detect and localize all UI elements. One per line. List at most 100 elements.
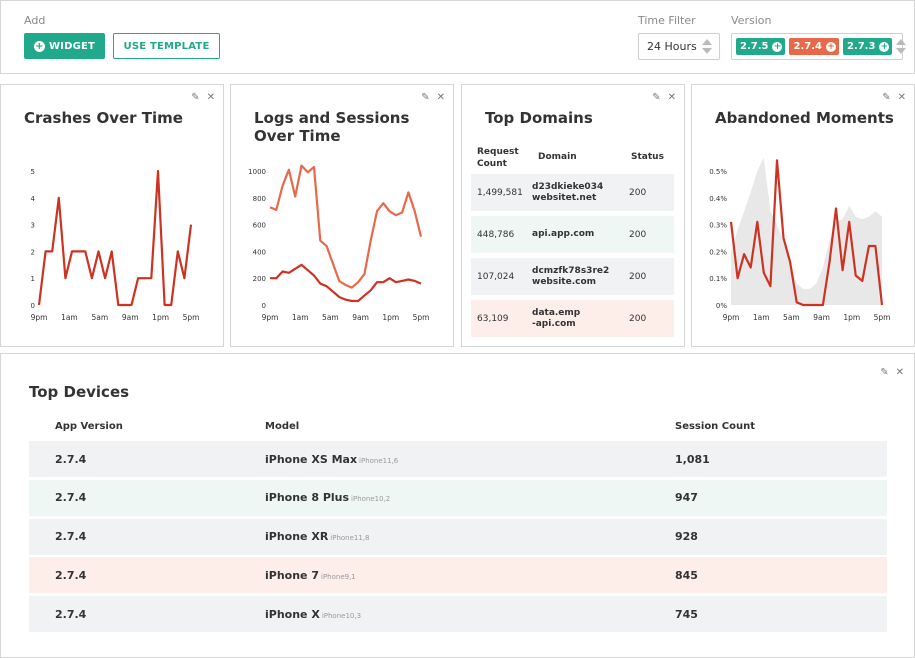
abandoned-moments-chart: 0% 0.1% 0.2% 0.3% 0.4% 0.5% 9pm 1am 5am 9am 1pm 5pm: [709, 157, 891, 322]
device-model: iPhone 7 iPhone9,1: [265, 569, 356, 582]
model-identifier: iPhone10,2: [351, 495, 391, 504]
table-row[interactable]: 107,024 dcmzfk78s3re2 website.com 200: [471, 258, 674, 295]
pencil-icon[interactable]: ✎: [421, 92, 430, 103]
x-tick-label: 1pm: [152, 313, 169, 322]
pencil-icon[interactable]: ✎: [191, 92, 200, 103]
close-icon[interactable]: ✕: [667, 92, 676, 103]
x-tick-label: 5pm: [183, 313, 200, 322]
x-tick-label: 5am: [91, 313, 108, 322]
table-row[interactable]: 2.7.4 iPhone 7 iPhone9,1 845: [29, 557, 887, 594]
y-tick-label: 5: [31, 168, 35, 176]
y-tick-label: 600: [253, 222, 266, 230]
close-icon[interactable]: ✕: [895, 367, 904, 378]
app-version: 2.7.4: [55, 568, 87, 582]
x-tick-label: 9am: [813, 313, 830, 322]
table-row[interactable]: 1,499,581 d23dkieke034 websitet.net 200: [471, 174, 674, 211]
y-tick-label: 1000: [248, 168, 266, 176]
domain-line1: data.emp: [532, 307, 581, 318]
background-area: [731, 157, 882, 305]
version-chip-label: 2.7.3: [846, 41, 876, 52]
pencil-icon[interactable]: ✎: [880, 367, 889, 378]
logs-sessions-widget: ✎ ✕ Logs and Sessions Over Time 0 200 400 60…: [230, 84, 454, 347]
series-line: [729, 159, 884, 307]
x-tick-label: 1am: [753, 313, 770, 322]
domain-line2: -api.com: [532, 318, 576, 329]
domain-line1: api.app.com: [532, 229, 595, 239]
model-identifier: iPhone11,6: [359, 456, 399, 465]
status-code: 200: [629, 187, 647, 198]
status-code: 200: [629, 229, 647, 240]
domain-name: d23dkieke034 websitet.net: [532, 182, 625, 204]
logs-title-line1: Logs and Sessions: [254, 109, 410, 127]
use-template-button[interactable]: USE TEMPLATE: [113, 33, 220, 59]
domain-line1: dcmzfk78s3re2: [532, 265, 610, 276]
domain-name: api.app.com: [532, 229, 625, 240]
y-tick-label: 0.1%: [709, 275, 727, 283]
version-select[interactable]: 2.7.5 +2.7.4 +2.7.3 +: [731, 33, 907, 60]
abandoned-title: Abandoned Moments: [715, 109, 894, 127]
table-row[interactable]: 63,109 data.emp -api.com 200: [471, 300, 674, 337]
model-name: iPhone XR: [265, 530, 329, 544]
y-tick-label: 0.4%: [709, 195, 727, 203]
x-tick-label: 5am: [783, 313, 800, 322]
model-name: iPhone X: [265, 607, 320, 621]
col-model: Model: [265, 421, 300, 432]
add-widget-button[interactable]: + WIDGET: [24, 33, 105, 59]
session-count: 845: [675, 568, 698, 582]
status-code: 200: [629, 313, 647, 324]
col-app-version: App Version: [55, 421, 123, 432]
plus-icon[interactable]: +: [825, 41, 836, 52]
version-chip[interactable]: 2.7.3 +: [842, 38, 893, 55]
col-status: Status: [631, 152, 664, 162]
version-chip[interactable]: 2.7.5 +: [736, 38, 786, 55]
series-line: [269, 164, 423, 289]
device-model: iPhone XR iPhone11,8: [265, 530, 370, 543]
time-filter-select[interactable]: 24 Hours: [638, 33, 720, 60]
session-count: 947: [675, 491, 698, 505]
y-tick-label: 400: [253, 248, 266, 256]
version-chip[interactable]: 2.7.4 +: [789, 38, 839, 55]
close-icon[interactable]: ✕: [206, 92, 215, 103]
y-tick-label: 0.3%: [709, 222, 727, 230]
y-tick-label: 4: [31, 195, 36, 203]
version-label: Version: [731, 14, 772, 27]
x-tick-label: 1am: [61, 313, 78, 322]
table-row[interactable]: 2.7.4 iPhone XR iPhone11,8 928: [29, 518, 887, 555]
plus-icon[interactable]: +: [879, 41, 890, 52]
crashes-widget: ✎ ✕ Crashes Over Time 0 1 2 3 4 5 9pm 1am 5am 9am 1…: [0, 84, 224, 347]
model-name: iPhone XS Max: [265, 452, 358, 466]
pencil-icon[interactable]: ✎: [882, 92, 891, 103]
version-chip-label: 2.7.5: [740, 41, 769, 52]
y-tick-label: 0%: [716, 302, 727, 310]
table-row[interactable]: 2.7.4 iPhone XS Max iPhone11,6 1,081: [29, 441, 887, 477]
session-count: 928: [675, 530, 698, 544]
model-name: iPhone 7: [265, 568, 319, 582]
app-version: 2.7.4: [55, 452, 87, 466]
domain-name: data.emp -api.com: [532, 308, 625, 330]
abandoned-moments-widget: ✎ ✕ Abandoned Moments 0% 0.1% 0.2% 0.3% 0.4% 0…: [691, 84, 915, 347]
pencil-icon[interactable]: ✎: [652, 92, 661, 103]
device-model: iPhone XS Max iPhone11,6: [265, 453, 398, 466]
y-tick-label: 0: [262, 302, 266, 310]
series-line: [270, 263, 422, 303]
domains-title: Top Domains: [485, 109, 593, 127]
y-tick-label: 0: [31, 302, 35, 310]
close-icon[interactable]: ✕: [436, 92, 445, 103]
model-identifier: iPhone10,3: [321, 611, 362, 620]
domain-line2: websitet.net: [532, 192, 597, 203]
top-domains-widget: ✎ ✕ Top Domains Request Count Domain Stat…: [461, 84, 685, 347]
plus-icon[interactable]: +: [772, 41, 783, 52]
close-icon[interactable]: ✕: [897, 92, 906, 103]
time-filter-value: 24 Hours: [647, 40, 697, 53]
logs-title: Logs and Sessions Over Time: [254, 109, 409, 145]
y-tick-label: 800: [253, 195, 266, 203]
x-tick-label: 5am: [322, 313, 339, 322]
x-tick-label: 1pm: [382, 313, 399, 322]
domain-line1: d23dkieke034: [532, 181, 604, 192]
table-row[interactable]: 448,786 api.app.com 200: [471, 216, 674, 253]
table-row[interactable]: 2.7.4 iPhone 8 Plus iPhone10,2 947: [29, 479, 887, 516]
x-tick-label: 5pm: [874, 313, 891, 322]
y-tick-label: 0.5%: [709, 168, 727, 176]
